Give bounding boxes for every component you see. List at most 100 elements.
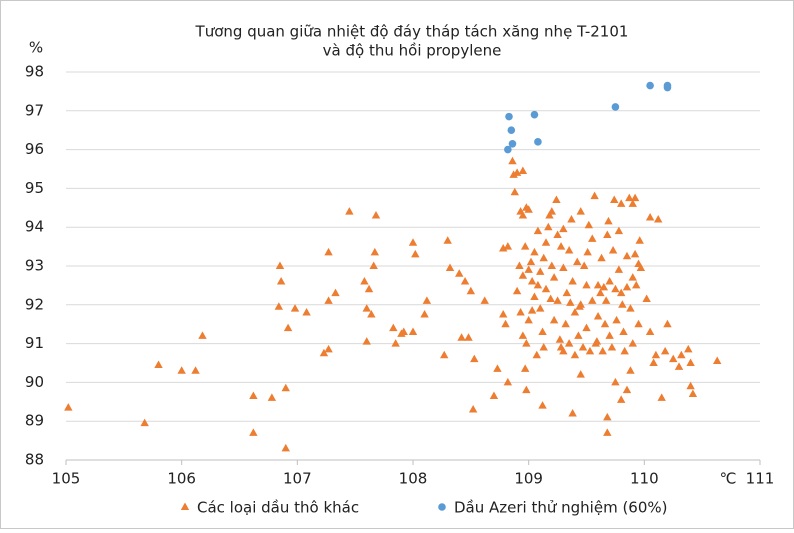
point [536, 304, 545, 312]
point [576, 370, 585, 378]
point [583, 247, 592, 256]
point [598, 346, 607, 355]
point [362, 304, 371, 312]
point [371, 211, 381, 219]
point [464, 333, 473, 341]
point [622, 251, 632, 260]
point [618, 300, 627, 308]
point [575, 302, 584, 310]
point [635, 236, 644, 244]
point [686, 358, 695, 366]
point [369, 261, 378, 269]
point [302, 308, 311, 316]
y-tick-label: 94 [25, 218, 44, 236]
point [585, 346, 595, 355]
point [538, 401, 547, 409]
point [249, 428, 258, 436]
point [440, 350, 449, 359]
point [391, 339, 400, 347]
point [324, 296, 333, 304]
point [177, 366, 186, 374]
point [534, 138, 542, 146]
point [674, 362, 684, 370]
point [533, 226, 543, 235]
point [625, 193, 634, 202]
x-tick-label: 108 [399, 470, 428, 488]
point [559, 224, 568, 233]
point [512, 168, 522, 176]
point [645, 327, 655, 335]
point [649, 358, 658, 366]
point [408, 238, 418, 246]
point [319, 348, 329, 357]
point [445, 263, 455, 271]
point [617, 199, 626, 207]
point [556, 342, 566, 351]
point [611, 377, 620, 386]
point [592, 337, 602, 345]
point [646, 81, 654, 90]
point [489, 391, 499, 399]
point [520, 242, 530, 250]
point [677, 350, 686, 359]
point [275, 261, 285, 269]
point [645, 213, 655, 221]
point [154, 360, 163, 368]
point [539, 342, 548, 351]
point [536, 267, 545, 275]
point [599, 282, 609, 291]
point [626, 366, 635, 374]
point [628, 273, 637, 281]
y-tick-label: 92 [25, 295, 44, 313]
point [570, 350, 580, 359]
point [688, 389, 698, 398]
point [622, 385, 632, 394]
point [522, 385, 531, 394]
point [527, 277, 537, 285]
point [249, 391, 258, 399]
point [140, 418, 149, 427]
point [611, 284, 620, 293]
point [508, 139, 517, 148]
y-tick-label: 93 [25, 257, 44, 275]
point [507, 126, 516, 134]
x-tick-label: 110 [630, 470, 659, 488]
point [267, 393, 277, 401]
point [408, 327, 418, 335]
point [532, 350, 541, 359]
point [603, 428, 612, 436]
point [544, 222, 553, 231]
point [614, 226, 624, 235]
point [620, 346, 629, 355]
point [630, 193, 640, 202]
point [608, 245, 618, 254]
point [574, 331, 583, 339]
point [510, 187, 519, 196]
point [630, 249, 640, 258]
point [281, 383, 290, 392]
point [367, 310, 376, 318]
point [518, 331, 528, 339]
point [657, 393, 666, 401]
point [628, 339, 637, 347]
point [686, 381, 695, 390]
x-tick-label: 106 [167, 470, 196, 488]
point [614, 265, 624, 273]
point [663, 319, 672, 328]
point [527, 306, 537, 314]
point [619, 327, 628, 335]
point [499, 244, 508, 252]
y-tick-label: 91 [25, 334, 44, 352]
point [509, 170, 518, 178]
point [530, 247, 539, 256]
point [628, 199, 637, 207]
point [600, 319, 610, 328]
point [547, 261, 556, 269]
point [524, 205, 533, 213]
point [660, 346, 670, 355]
point [422, 296, 432, 304]
point [530, 292, 539, 301]
point [564, 245, 574, 254]
